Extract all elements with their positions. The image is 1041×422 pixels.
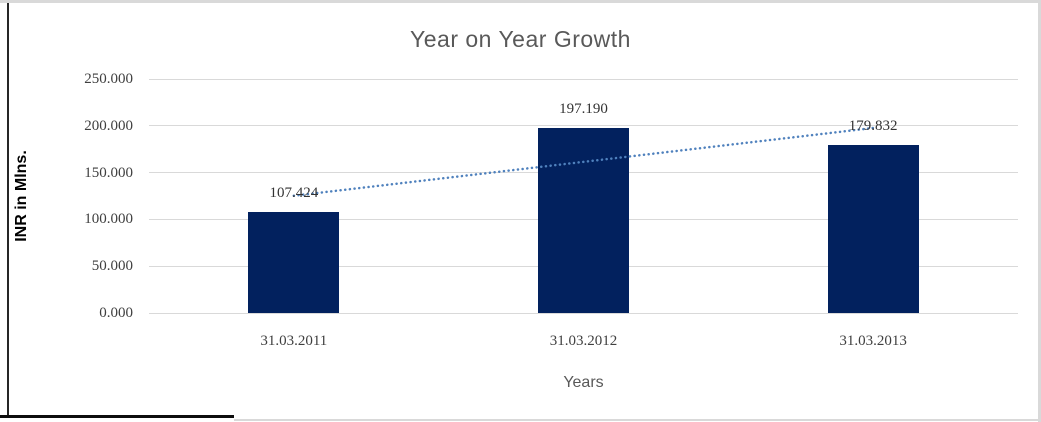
chart-title: Year on Year Growth <box>410 26 631 52</box>
frame-border-left <box>7 3 9 418</box>
data-label: 179.832 <box>848 117 898 134</box>
x-tick-label: 31.03.2011 <box>260 333 328 349</box>
gridline <box>149 312 1018 314</box>
data-label: 107.424 <box>269 185 319 202</box>
y-tick-label: 0.000 <box>99 305 133 321</box>
y-tick-label: 150.000 <box>84 164 133 181</box>
data-label: 197.190 <box>559 101 608 118</box>
bar-31.03.2013 <box>827 144 919 313</box>
gridline <box>149 78 1018 80</box>
y-tick-label: 50.000 <box>91 258 133 275</box>
frame-border-bottom-gray <box>234 419 1041 421</box>
y-tick-label: 250.000 <box>84 71 133 87</box>
x-axis-title: Years <box>563 374 604 391</box>
frame-border-top <box>0 0 1041 3</box>
y-tick-label: 100.000 <box>84 211 133 228</box>
x-tick-label: 31.03.2013 <box>839 333 907 349</box>
x-tick-label: 31.03.2012 <box>549 333 618 349</box>
bar-31.03.2012 <box>538 128 629 313</box>
bar-31.03.2011 <box>248 212 340 313</box>
y-tick-label: 200.000 <box>84 117 133 134</box>
frame-border-bottom-black <box>0 415 234 418</box>
gridline <box>149 125 1018 127</box>
frame-border-right <box>1038 0 1041 422</box>
y-axis-title: INR in Mlns. <box>13 150 30 242</box>
